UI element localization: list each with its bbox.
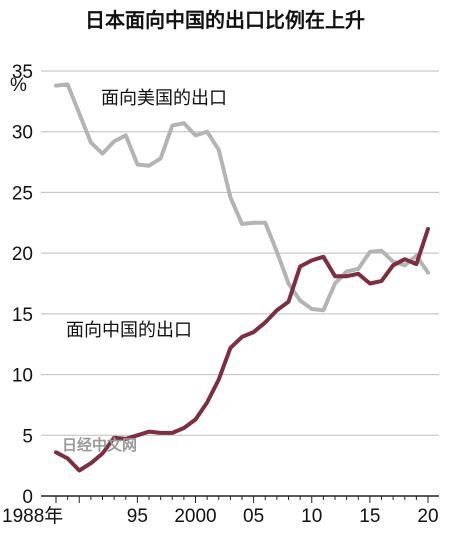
x-tick-label: 95 <box>127 506 148 527</box>
y-tick-label: 15 <box>12 305 33 326</box>
x-tick-label: 2000 <box>174 506 216 527</box>
series-label-china: 面向中国的出口 <box>66 320 192 341</box>
y-tick-label: 25 <box>12 183 33 204</box>
x-tick-label: 05 <box>243 506 264 527</box>
series-label-us: 面向美国的出口 <box>101 88 227 109</box>
y-tick-label: 20 <box>12 244 33 265</box>
chart-title: 日本面向中国的出口比例在上升 <box>85 8 365 32</box>
x-tick-label: 15 <box>359 506 380 527</box>
x-tick-label: 20 <box>417 506 438 527</box>
series-lines <box>54 82 430 473</box>
x-tick-label: 1988年 <box>2 505 63 527</box>
watermark-text: 日经中文网 <box>62 436 137 454</box>
y-tick-label: 0 <box>22 487 33 508</box>
y-tick-label: 5 <box>22 426 33 447</box>
y-tick-label: 10 <box>12 366 33 387</box>
x-tick-label: 10 <box>301 506 322 527</box>
series-line-us <box>54 82 430 313</box>
grid-lines <box>41 70 439 436</box>
y-tick-label: 30 <box>12 123 33 144</box>
series-line-china <box>54 226 430 473</box>
y-unit-label: % <box>10 75 27 96</box>
y-tick-label: 35 <box>12 62 33 83</box>
